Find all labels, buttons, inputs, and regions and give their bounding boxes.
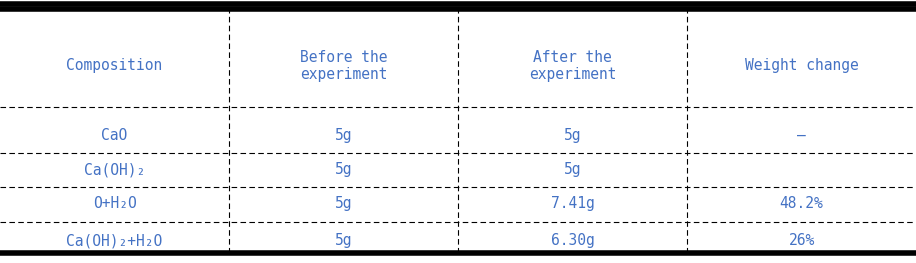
Text: Composition: Composition <box>66 58 163 73</box>
Text: 5g: 5g <box>563 162 582 177</box>
Text: Ca(OH)₂: Ca(OH)₂ <box>84 162 145 177</box>
Text: Ca(OH)₂+H₂O: Ca(OH)₂+H₂O <box>66 233 163 248</box>
Text: –: – <box>797 128 806 143</box>
Text: 26%: 26% <box>789 233 814 248</box>
Text: After the
experiment: After the experiment <box>529 49 616 82</box>
Text: 6.30g: 6.30g <box>551 233 594 248</box>
Text: 5g: 5g <box>563 128 582 143</box>
Text: O+H₂O: O+H₂O <box>93 196 136 211</box>
Text: 7.41g: 7.41g <box>551 196 594 211</box>
Text: 5g: 5g <box>334 162 353 177</box>
Text: 5g: 5g <box>334 128 353 143</box>
Text: CaO: CaO <box>102 128 127 143</box>
Text: 48.2%: 48.2% <box>780 196 823 211</box>
Text: 5g: 5g <box>334 233 353 248</box>
Text: 5g: 5g <box>334 196 353 211</box>
Text: Before the
experiment: Before the experiment <box>300 49 387 82</box>
Text: Weight change: Weight change <box>745 58 858 73</box>
